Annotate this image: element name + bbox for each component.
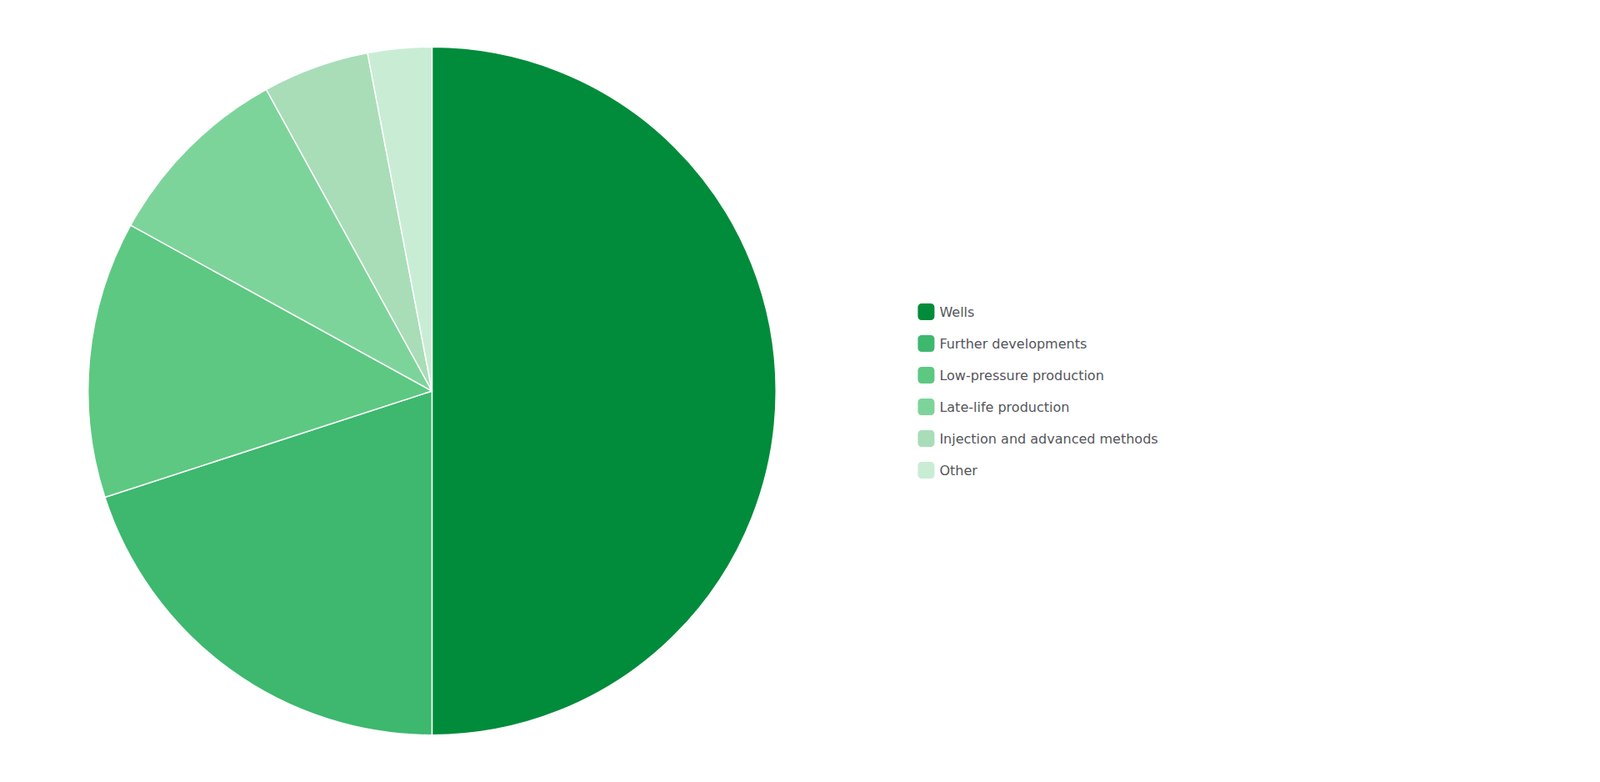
- svg-text:Wells: Wells: [939, 304, 975, 320]
- svg-text:Low-pressure production: Low-pressure production: [939, 367, 1104, 384]
- svg-text:Late-life production: Late-life production: [939, 399, 1070, 415]
- svg-text:Injection and advanced methods: Injection and advanced methods: [939, 430, 1158, 447]
- svg-text:Other: Other: [939, 462, 978, 479]
- svg-text:Further developments: Further developments: [939, 335, 1087, 352]
